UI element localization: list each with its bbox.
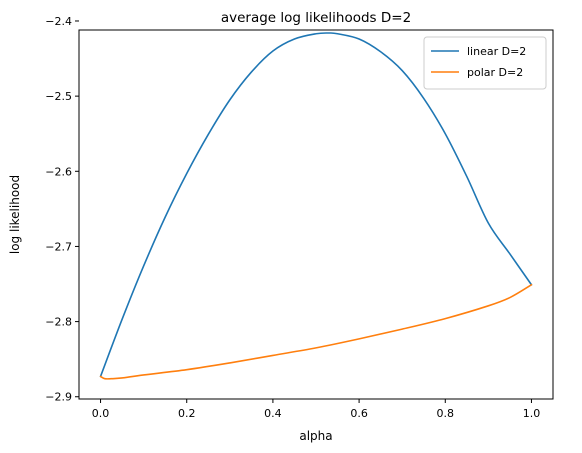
- legend-label: polar D=2: [467, 66, 523, 79]
- x-tick-label: 0.6: [350, 407, 368, 420]
- y-axis-label: log likelihood: [8, 175, 22, 254]
- legend: linear D=2 polar D=2: [423, 36, 547, 90]
- chart-title: average log likelihoods D=2: [221, 10, 411, 26]
- x-tick-label: 1.0: [523, 407, 541, 420]
- x-axis-label: alpha: [299, 429, 332, 443]
- legend-label: linear D=2: [467, 45, 526, 58]
- x-tick-label: 0.2: [178, 407, 196, 420]
- x-tick-label: 0.8: [437, 407, 455, 420]
- y-tick-label: −2.9: [45, 391, 72, 404]
- series-line-linear: [99, 32, 533, 378]
- plot-area: [99, 32, 533, 380]
- y-tick-label: −2.6: [45, 165, 72, 178]
- y-tick-label: −2.4: [45, 15, 72, 28]
- x-tick-label: 0.0: [92, 407, 110, 420]
- legend-box: [423, 36, 547, 90]
- axes-frame: [78, 29, 554, 400]
- x-axis: 0.0 0.2 0.4 0.6 0.8 1.0: [92, 399, 540, 420]
- y-tick-label: −2.5: [45, 90, 72, 103]
- y-tick-label: −2.7: [45, 240, 72, 253]
- series-line-polar: [99, 283, 533, 380]
- y-tick-label: −2.8: [45, 316, 72, 329]
- y-axis: −2.9 −2.8 −2.7 −2.6 −2.5 −2.4: [45, 15, 79, 404]
- x-tick-label: 0.4: [264, 407, 282, 420]
